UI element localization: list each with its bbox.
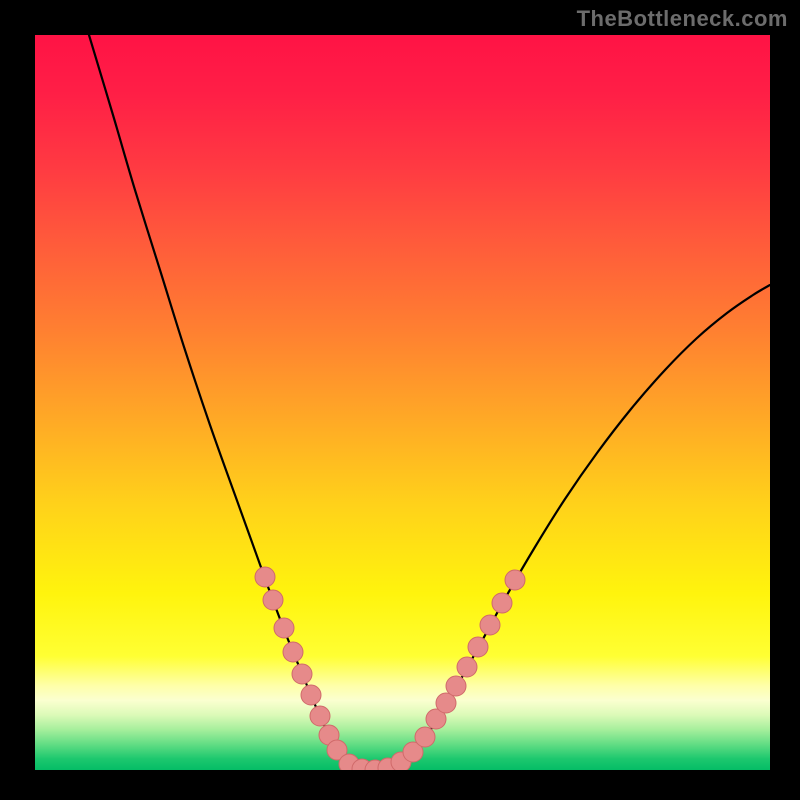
bottleneck-chart xyxy=(35,35,770,770)
plot-area xyxy=(35,35,770,770)
data-point xyxy=(283,642,303,662)
data-point xyxy=(446,676,466,696)
watermark-text: TheBottleneck.com xyxy=(577,6,788,32)
data-point xyxy=(492,593,512,613)
data-point xyxy=(292,664,312,684)
gradient-background xyxy=(35,35,770,770)
data-point xyxy=(480,615,500,635)
data-point xyxy=(301,685,321,705)
data-point xyxy=(274,618,294,638)
chart-container: TheBottleneck.com xyxy=(0,0,800,800)
data-point xyxy=(505,570,525,590)
data-point xyxy=(255,567,275,587)
data-point xyxy=(468,637,488,657)
data-point xyxy=(457,657,477,677)
data-point xyxy=(263,590,283,610)
data-point xyxy=(310,706,330,726)
data-point xyxy=(415,727,435,747)
